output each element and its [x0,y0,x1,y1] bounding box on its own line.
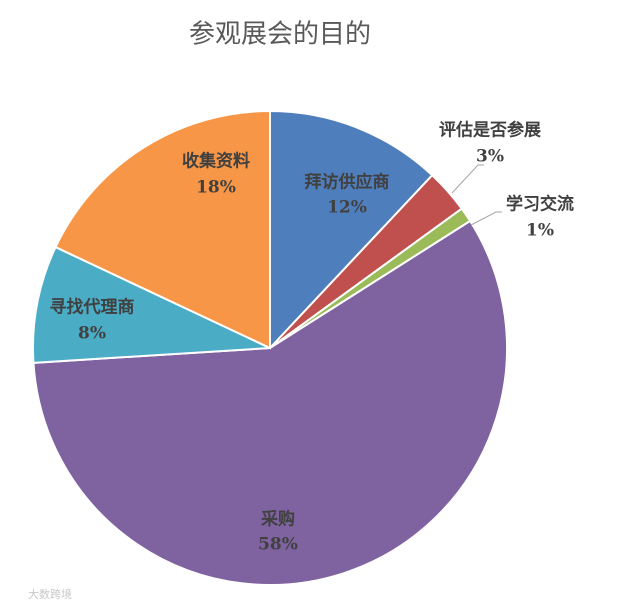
value-label: 1% [526,221,554,241]
chart-title: 参观展会的目的 [189,20,371,50]
pie-slice [269,109,434,351]
pie-slice [54,109,271,350]
pie-slice [32,245,271,364]
leader-line [470,211,502,226]
value-label: 18% [196,178,236,198]
value-label: 3% [476,147,504,167]
slice-label: 拜访供应商 [305,172,390,193]
slice-label: 评估是否参展 [439,120,541,141]
slice-label: 采购 [260,509,295,530]
slice-label: 寻找代理商 [50,297,135,318]
value-label: 12% [327,198,367,218]
pie-slice [32,219,508,586]
slice-label: 学习交流 [506,194,574,215]
watermark: 大数跨境 [28,587,72,601]
slice-label: 收集资料 [182,151,250,172]
leader-line [451,164,484,194]
value-label: 8% [78,324,106,344]
value-label: 58% [258,535,298,555]
